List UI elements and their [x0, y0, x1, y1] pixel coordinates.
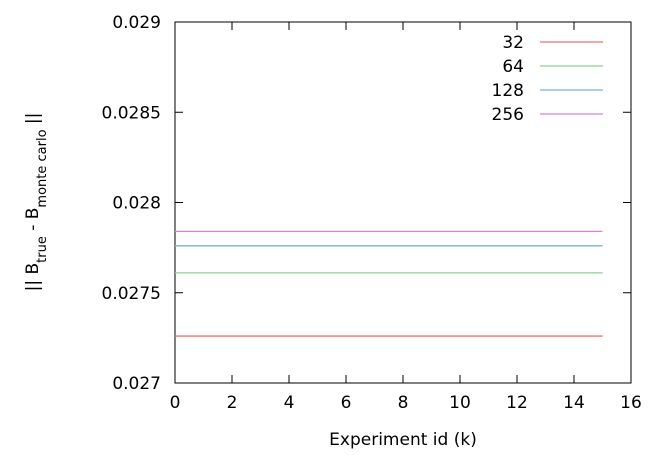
x-tick-label: 0 — [170, 393, 181, 413]
y-tick-label: 0.029 — [112, 13, 161, 33]
y-axis-label-sub-monte-carlo: monte carlo — [35, 129, 50, 207]
legend-label-128: 128 — [492, 81, 524, 101]
y-tick-label: 0.028 — [112, 194, 161, 214]
x-tick-label: 16 — [620, 393, 642, 413]
y-axis-label-suffix: || — [23, 113, 43, 130]
y-axis-label-group: || Btrue - Bmonte carlo || — [23, 113, 50, 292]
y-axis-label: || Btrue - Bmonte carlo || — [23, 113, 50, 292]
legend-label-256: 256 — [492, 105, 524, 125]
x-tick-label: 12 — [506, 393, 528, 413]
x-tick-label: 2 — [227, 393, 238, 413]
x-tick-label: 10 — [449, 393, 471, 413]
y-tick-label: 0.0275 — [102, 284, 161, 304]
x-tick-label: 14 — [563, 393, 585, 413]
y-axis-ticks: 0.027 0.0275 0.028 0.0285 0.029 — [102, 13, 631, 394]
legend: 32 64 128 256 — [492, 33, 603, 125]
x-axis-ticks: 0 2 4 6 8 10 12 14 16 — [170, 22, 642, 413]
x-tick-label: 8 — [398, 393, 409, 413]
plot-frame — [174, 21, 632, 384]
legend-label-32: 32 — [502, 33, 524, 53]
series-lines — [175, 230, 603, 337]
x-axis-label: Experiment id (k) — [329, 430, 477, 450]
x-tick-label: 6 — [341, 393, 352, 413]
y-axis-label-prefix: || B — [23, 263, 43, 292]
legend-label-64: 64 — [502, 57, 524, 77]
y-tick-label: 0.027 — [112, 374, 161, 394]
x-tick-label: 4 — [284, 393, 295, 413]
y-axis-label-middle: - B — [23, 208, 43, 237]
y-axis-label-sub-true: true — [35, 236, 50, 263]
y-tick-label: 0.0285 — [102, 103, 161, 123]
